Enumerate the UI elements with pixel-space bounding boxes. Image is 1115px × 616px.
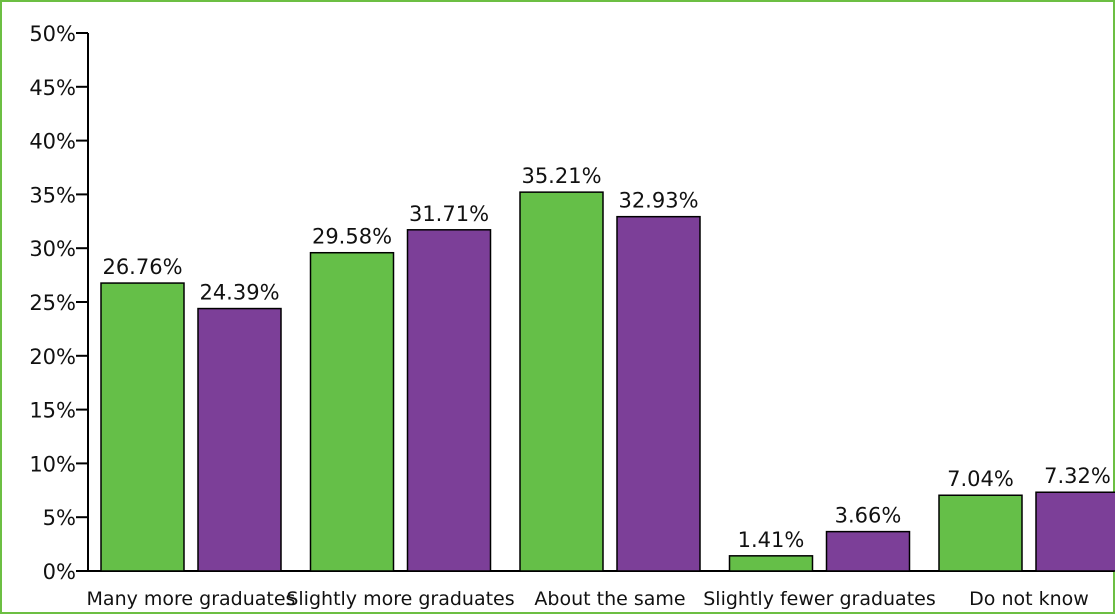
y-tick-label: 15% bbox=[29, 399, 76, 423]
y-tick-label: 45% bbox=[29, 76, 76, 100]
bar bbox=[938, 494, 1023, 572]
data-labels: 26.76% 24.39% 29.58% 31.71% 35.21% 32.93% 1.41… bbox=[102, 164, 1110, 552]
bar bbox=[825, 530, 911, 572]
bar bbox=[309, 251, 395, 572]
data-label: 1.41% bbox=[738, 528, 805, 552]
bar bbox=[197, 307, 282, 572]
data-label: 31.71% bbox=[409, 202, 489, 226]
data-label: 7.04% bbox=[947, 467, 1014, 491]
y-tick-label: 50% bbox=[29, 22, 76, 46]
data-label: 24.39% bbox=[199, 281, 279, 305]
y-tick-label: 40% bbox=[29, 130, 76, 154]
y-tick-label: 5% bbox=[43, 506, 76, 530]
category-label: Slightly fewer graduates bbox=[703, 588, 936, 610]
data-label: 3.66% bbox=[835, 504, 902, 528]
y-tick-label: 35% bbox=[29, 183, 76, 207]
data-label: 26.76% bbox=[102, 255, 182, 279]
bar bbox=[728, 555, 814, 572]
bar bbox=[406, 229, 492, 572]
data-label: 29.58% bbox=[312, 225, 392, 249]
bars bbox=[100, 191, 1115, 572]
bar bbox=[519, 191, 604, 572]
y-tick-label: 10% bbox=[29, 452, 76, 476]
y-tick-label: 30% bbox=[29, 237, 76, 261]
data-label: 35.21% bbox=[521, 164, 601, 188]
y-axis-ticks: 0% 5% 10% 15% 20% 25% 30% 35% 40% 45% 50% bbox=[29, 22, 88, 584]
y-tick-label: 20% bbox=[29, 345, 76, 369]
y-tick-label: 25% bbox=[29, 291, 76, 315]
category-label: Do not know bbox=[969, 588, 1089, 610]
bar bbox=[616, 215, 701, 572]
category-label: About the same bbox=[534, 588, 685, 610]
y-tick-label: 0% bbox=[43, 560, 76, 584]
data-label: 7.32% bbox=[1044, 464, 1111, 488]
category-label: Slightly more graduates bbox=[286, 588, 514, 610]
bar bbox=[100, 282, 185, 572]
category-label: Many more graduates bbox=[87, 588, 296, 610]
bar bbox=[1035, 491, 1115, 572]
data-label: 32.93% bbox=[618, 189, 698, 213]
